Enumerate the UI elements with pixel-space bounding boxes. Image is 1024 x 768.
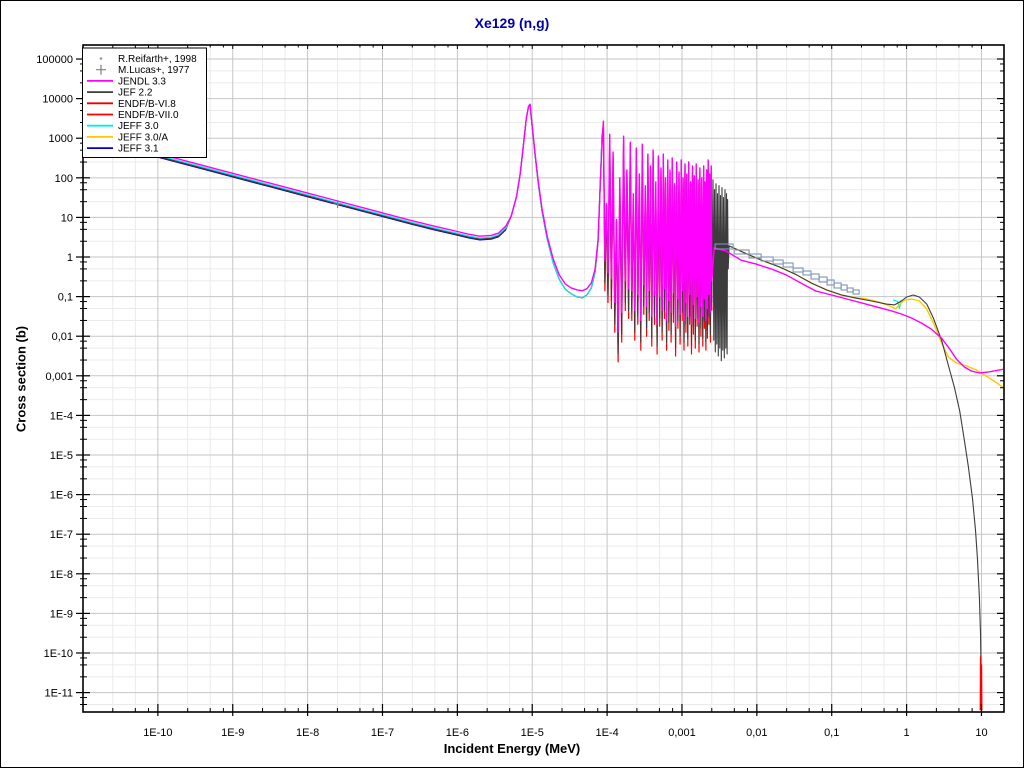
- y-tick-label: 1E-6: [50, 490, 73, 502]
- x-tick-label: 1: [904, 727, 910, 739]
- y-tick-label: 0,01: [52, 331, 73, 343]
- y-tick-label: 0,001: [45, 371, 73, 383]
- y-tick-label: 1E-5: [50, 450, 73, 462]
- y-tick-label: 1E-10: [44, 648, 73, 660]
- x-tick-label: 0,01: [746, 727, 767, 739]
- reifarth-data-box: [833, 282, 842, 289]
- legend-label: ENDF/B-VI.8: [118, 99, 176, 110]
- reifarth-data-box: [852, 289, 860, 295]
- legend-label: JEFF 3.0/A: [118, 132, 168, 143]
- y-tick-label: 10000: [42, 94, 73, 106]
- reifarth-data-box: [733, 249, 750, 255]
- x-tick-label: 1E-4: [595, 727, 618, 739]
- chart-title: Xe129 (n,g): [474, 15, 550, 31]
- reifarth-data-box: [792, 267, 804, 273]
- y-tick-label: 10: [61, 212, 73, 224]
- x-tick-label: 1E-9: [221, 727, 244, 739]
- legend-label: ENDF/B-VII.0: [118, 110, 179, 121]
- y-tick-label: 1E-7: [50, 529, 73, 541]
- y-tick-label: 0,1: [58, 292, 73, 304]
- legend-label: JEF 2.2: [118, 88, 153, 99]
- grid-minor: [83, 45, 1004, 712]
- x-tick-label: 0,001: [668, 727, 696, 739]
- lucas-data-point: [333, 199, 342, 208]
- x-tick-label: 1E-5: [521, 727, 544, 739]
- reifarth-data-box: [810, 273, 820, 280]
- legend-plus-marker: [96, 64, 106, 75]
- legend-label: M.Lucas+, 1977: [118, 65, 190, 76]
- x-tick-label: 0,1: [824, 727, 839, 739]
- curves: [84, 103, 1003, 711]
- x-tick-label: 1E-6: [446, 727, 469, 739]
- plot-frame: [82, 44, 1005, 713]
- y-tick-label: 1E-9: [50, 608, 73, 620]
- series-jendl33: [84, 103, 1003, 374]
- legend-label: JEFF 3.0: [118, 121, 159, 132]
- reifarth-data-box: [760, 256, 774, 262]
- y-tick-label: 100: [55, 173, 73, 185]
- legend-label: JENDL 3.3: [118, 76, 166, 87]
- series-jeff30a: [728, 245, 1003, 389]
- reifarth-data-box: [846, 287, 854, 293]
- y-tick-label: 1: [67, 252, 73, 264]
- legend-label: R.Reifarth+, 1998: [118, 54, 197, 65]
- y-tick-label: 1000: [49, 133, 73, 145]
- reifarth-data-box: [840, 284, 848, 291]
- y-tick-label: 1E-11: [44, 688, 73, 700]
- x-axis-title: Incident Energy (MeV): [443, 741, 581, 756]
- x-tick-label: 10: [975, 727, 987, 739]
- series-endf-b-vii0-spike: [979, 656, 983, 711]
- y-tick-label: 100000: [36, 54, 73, 66]
- reifarth-data-box: [748, 253, 762, 259]
- reifarth-data-box: [802, 270, 812, 276]
- legend-label: JEFF 3.1: [118, 144, 159, 155]
- y-tick-label: 1E-8: [50, 569, 73, 581]
- legend-dot-marker: [99, 57, 103, 60]
- x-tick-label: 1E-10: [143, 727, 172, 739]
- reifarth-data-box: [782, 262, 794, 268]
- reifarth-data-box: [714, 243, 734, 250]
- series-jeff31: [84, 137, 507, 241]
- reifarth-data-box: [772, 259, 784, 265]
- experimental-data: [333, 199, 860, 295]
- grid-major: [83, 45, 1004, 712]
- x-tick-label: 1E-8: [296, 727, 319, 739]
- y-tick-label: 1E-4: [50, 410, 73, 422]
- x-tick-label: 1E-7: [371, 727, 394, 739]
